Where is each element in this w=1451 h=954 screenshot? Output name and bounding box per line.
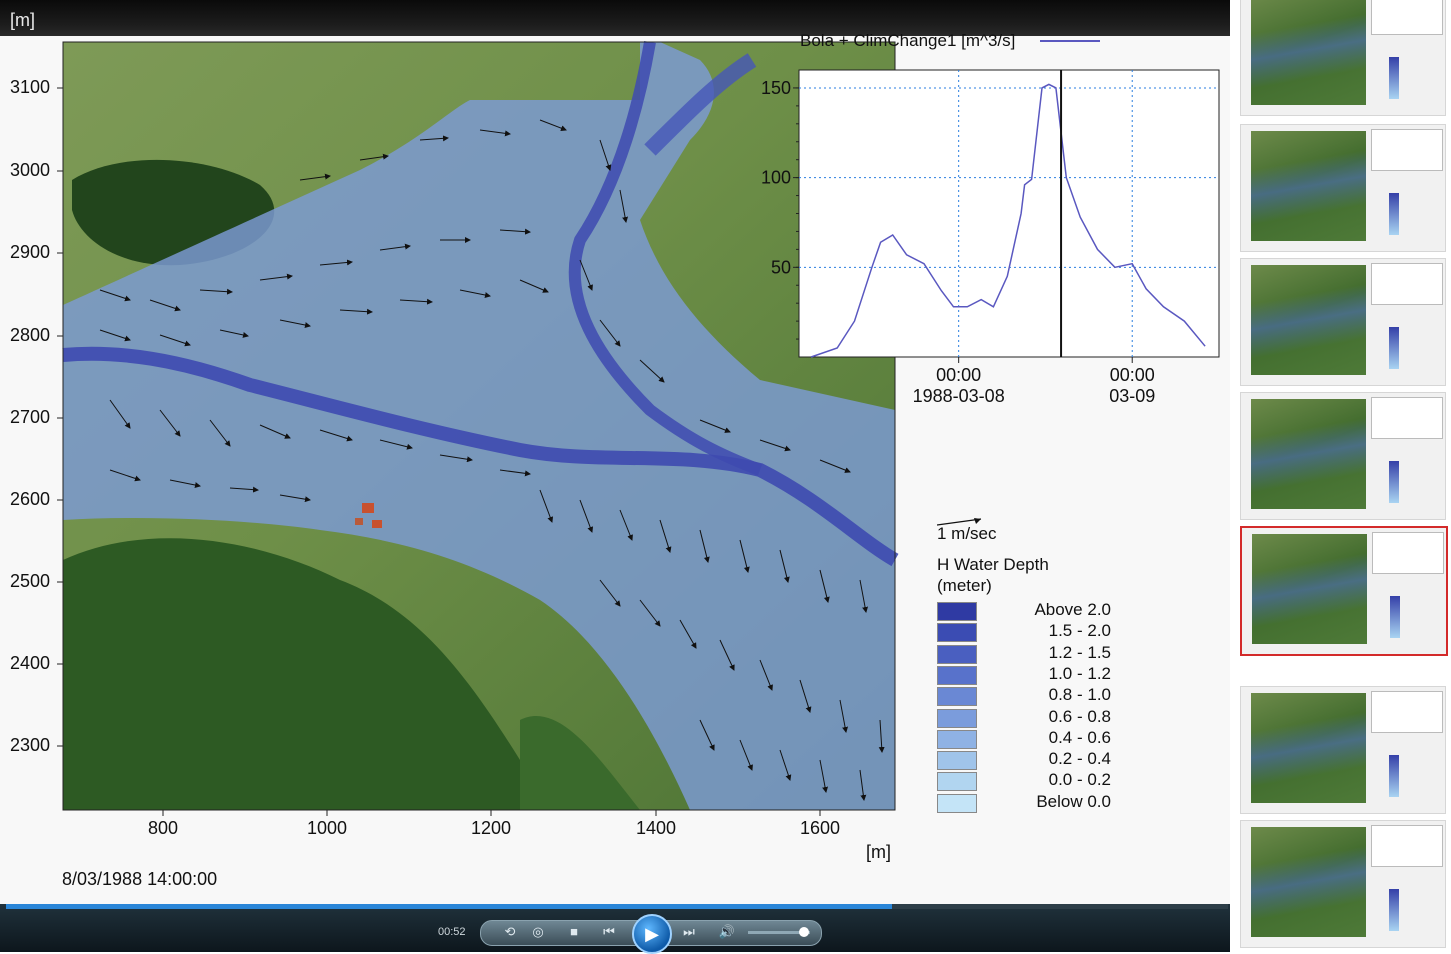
thumbnail-frame-selected[interactable] bbox=[1240, 526, 1448, 656]
legend-swatch bbox=[937, 729, 977, 749]
volume-slider-knob[interactable] bbox=[798, 927, 809, 937]
legend-swatch bbox=[937, 623, 977, 643]
building-marker bbox=[355, 518, 363, 525]
player-time: 00:52 bbox=[438, 926, 466, 938]
velocity-arrows bbox=[99, 119, 885, 801]
flooded-area bbox=[63, 42, 895, 810]
legend-label: 0.6 - 0.8 bbox=[1048, 706, 1111, 726]
map-y-tick-label: 3000 bbox=[10, 160, 51, 180]
chart-y-tick-label: 50 bbox=[771, 257, 791, 277]
map-y-tick-label: 2300 bbox=[10, 735, 51, 755]
chart-x-tick-label: 00:00 bbox=[936, 365, 981, 385]
thumbnail-frame[interactable] bbox=[1240, 258, 1446, 386]
map-y-tick-label: 2800 bbox=[10, 325, 51, 345]
legend-swatch bbox=[937, 772, 977, 792]
volume-slider[interactable] bbox=[748, 927, 810, 937]
map-y-tick-label: 2700 bbox=[10, 407, 51, 427]
thumbnail-frame[interactable] bbox=[1240, 0, 1446, 116]
map-x-unit-label: [m] bbox=[866, 842, 891, 862]
legend-swatch bbox=[937, 602, 977, 621]
river-channel-tributary bbox=[568, 40, 763, 476]
river-channel-main bbox=[62, 346, 899, 567]
mute-button[interactable]: 🔊 bbox=[718, 924, 736, 939]
seek-bar-fill bbox=[6, 904, 892, 909]
legend-label: 1.2 - 1.5 bbox=[1048, 642, 1111, 662]
window-title-bar bbox=[0, 0, 1230, 36]
chart-plot-area bbox=[798, 69, 1220, 358]
chart-legend-swatch bbox=[1040, 40, 1100, 42]
legend-swatch bbox=[937, 708, 977, 728]
map-y-tick-label: 2400 bbox=[10, 653, 51, 673]
map-y-tick-label: 2600 bbox=[10, 489, 51, 509]
legend-label: 0.4 - 0.6 bbox=[1048, 727, 1111, 747]
legend-swatch bbox=[937, 687, 977, 707]
legend-label: Below 0.0 bbox=[1036, 791, 1111, 811]
repeat-icon[interactable]: ◎ bbox=[532, 924, 544, 939]
previous-button[interactable]: ⏮ bbox=[603, 924, 615, 939]
legend-label: 1.5 - 2.0 bbox=[1048, 621, 1111, 641]
map-y-tick-label: 3100 bbox=[10, 77, 51, 97]
chart-x-tick-label: 00:00 bbox=[1110, 365, 1155, 385]
map-x-tick-label: 800 bbox=[147, 818, 179, 838]
map-x-tick-label: 1000 bbox=[306, 818, 348, 838]
thumbnail-frame[interactable] bbox=[1240, 124, 1446, 252]
legend-label: 0.2 - 0.4 bbox=[1048, 749, 1111, 769]
seek-bar[interactable] bbox=[6, 904, 1228, 909]
legend-title: H Water Depth bbox=[937, 555, 1049, 574]
legend-label: 1.0 - 1.2 bbox=[1048, 663, 1111, 683]
legend-swatch bbox=[937, 644, 977, 664]
forest-patch-lower bbox=[63, 538, 520, 810]
chart-y-tick-label: 100 bbox=[761, 168, 791, 188]
next-button[interactable]: ⏭ bbox=[683, 924, 695, 939]
chart-legend-label: Bola + ClimChange1 [m^3/s] bbox=[800, 31, 1016, 50]
velocity-scale-arrow bbox=[937, 518, 982, 526]
play-button[interactable]: ▶ bbox=[632, 914, 672, 954]
thumbnail-frame[interactable] bbox=[1240, 686, 1446, 814]
legend-swatch bbox=[937, 793, 977, 813]
corner-unit-label: [m] bbox=[10, 10, 35, 30]
water-depth-map bbox=[57, 40, 899, 816]
switch-view-icon[interactable]: ⟲ bbox=[504, 924, 516, 939]
legend-swatch bbox=[937, 751, 977, 771]
legend-label: 0.8 - 1.0 bbox=[1048, 685, 1111, 705]
legend-swatch bbox=[937, 665, 977, 685]
stop-button[interactable]: ■ bbox=[570, 924, 578, 939]
map-x-tick-label: 1200 bbox=[470, 818, 512, 838]
thumbnail-frame[interactable] bbox=[1240, 392, 1446, 520]
map-x-tick-label: 1400 bbox=[635, 818, 677, 838]
thumbnail-strip bbox=[1232, 0, 1451, 952]
forest-patch-lower-right bbox=[520, 716, 640, 810]
chart-x-tick-date: 1988-03-08 bbox=[913, 386, 1005, 406]
thumbnail-frame[interactable] bbox=[1240, 820, 1446, 948]
velocity-scale-label: 1 m/sec bbox=[937, 524, 997, 543]
map-y-tick-label: 2500 bbox=[10, 571, 51, 591]
legend-label: Above 2.0 bbox=[1034, 600, 1111, 619]
building-marker bbox=[372, 520, 382, 528]
map-x-tick-label: 1600 bbox=[799, 818, 841, 838]
map-axis-ticks bbox=[57, 87, 821, 816]
simulation-timestamp: 8/03/1988 14:00:00 bbox=[62, 869, 218, 889]
legend-label: 0.0 - 0.2 bbox=[1048, 770, 1111, 790]
discharge-series-line bbox=[810, 83, 1206, 358]
chart-x-tick-date: 03-09 bbox=[1109, 386, 1155, 406]
map-frame bbox=[62, 41, 896, 811]
legend-unit: (meter) bbox=[937, 576, 992, 595]
chart-y-tick-label: 150 bbox=[761, 78, 791, 98]
river-channel-upper-right bbox=[644, 53, 757, 156]
map-y-tick-label: 2900 bbox=[10, 242, 51, 262]
building-marker bbox=[362, 503, 374, 513]
